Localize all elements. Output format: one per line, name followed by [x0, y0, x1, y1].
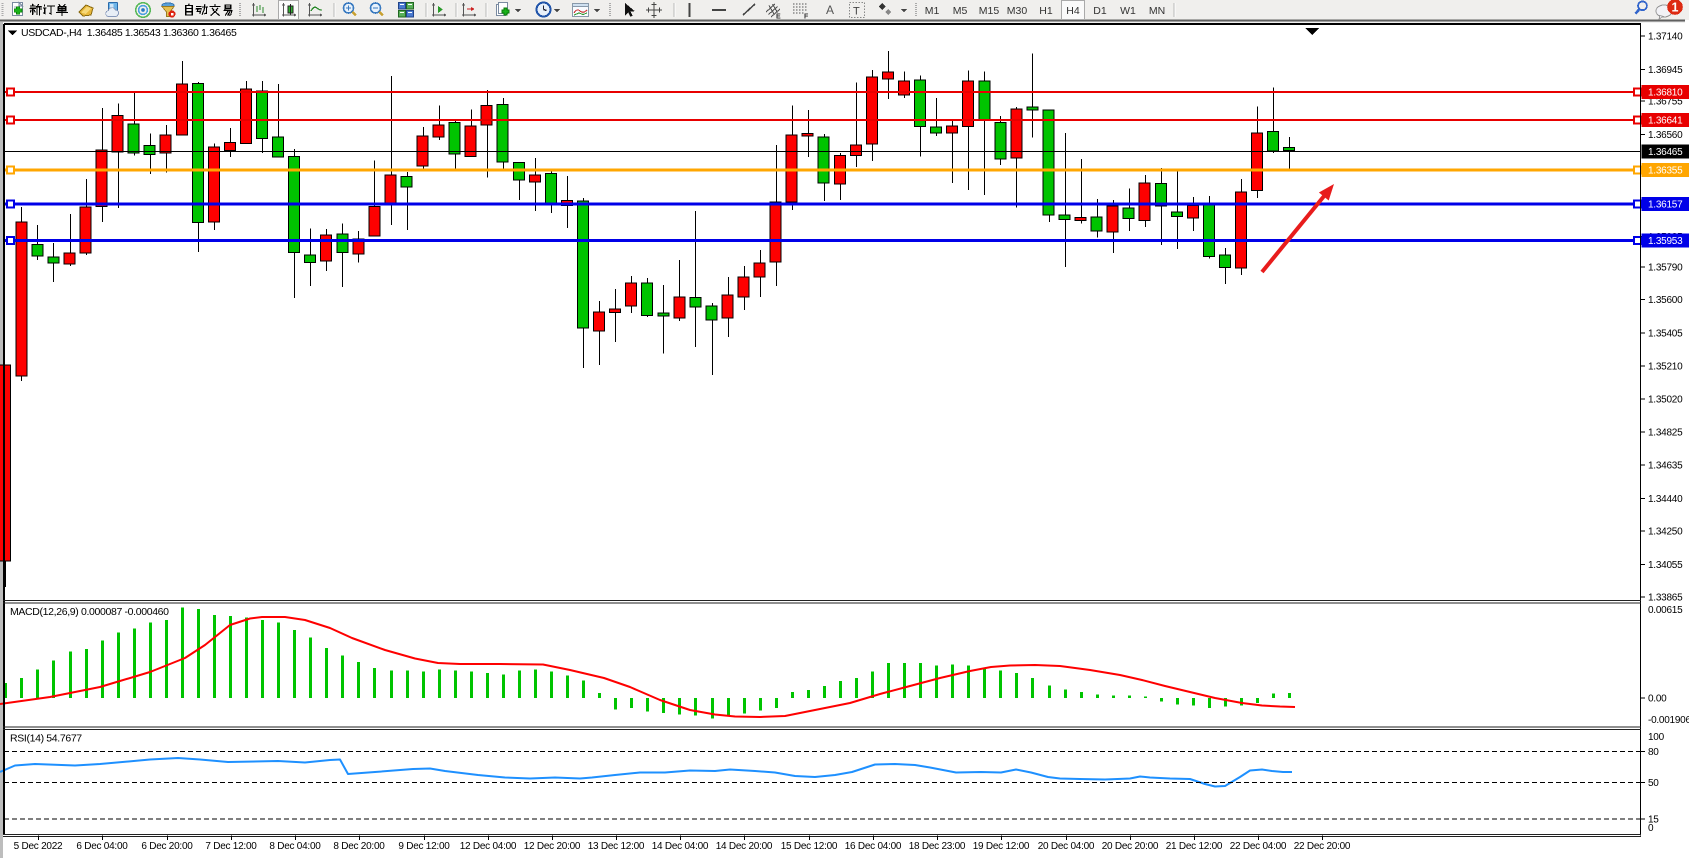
svg-text:1.34635: 1.34635 — [1648, 461, 1683, 472]
svg-text:1.36641: 1.36641 — [1648, 116, 1683, 127]
svg-text:M30: M30 — [1007, 5, 1028, 17]
svg-text:1.35953: 1.35953 — [1648, 236, 1683, 247]
svg-text:1.37140: 1.37140 — [1648, 32, 1683, 43]
svg-text:13 Dec 12:00: 13 Dec 12:00 — [588, 841, 645, 852]
svg-text:MACD(12,26,9) 0.000087 -0.0004: MACD(12,26,9) 0.000087 -0.000460 — [10, 606, 169, 618]
svg-text:E: E — [776, 14, 781, 21]
svg-text:1.36945: 1.36945 — [1648, 65, 1683, 76]
svg-text:M5: M5 — [953, 5, 968, 17]
svg-text:6 Dec 20:00: 6 Dec 20:00 — [141, 841, 193, 852]
svg-text:H4: H4 — [1066, 5, 1080, 17]
svg-text:T: T — [853, 6, 860, 18]
svg-text:0.00: 0.00 — [1648, 693, 1667, 704]
svg-text:50: 50 — [1648, 778, 1659, 789]
svg-text:15 Dec 12:00: 15 Dec 12:00 — [781, 841, 838, 852]
svg-text:8 Dec 04:00: 8 Dec 04:00 — [269, 841, 321, 852]
svg-text:USDCAD-,H4 1.36485 1.36543 1.: USDCAD-,H4 1.36485 1.36543 1.36360 1.364… — [21, 27, 237, 39]
svg-text:1.36355: 1.36355 — [1648, 166, 1683, 177]
svg-text:20 Dec 04:00: 20 Dec 04:00 — [1038, 841, 1095, 852]
svg-text:12 Dec 04:00: 12 Dec 04:00 — [460, 841, 517, 852]
svg-text:7 Dec 12:00: 7 Dec 12:00 — [205, 841, 257, 852]
svg-text:0.00615: 0.00615 — [1648, 605, 1683, 616]
svg-text:0: 0 — [1648, 823, 1654, 834]
svg-text:M15: M15 — [979, 5, 1000, 17]
svg-text:MN: MN — [1149, 5, 1165, 17]
svg-text:1.34440: 1.34440 — [1648, 494, 1683, 505]
svg-text:6 Dec 04:00: 6 Dec 04:00 — [76, 841, 128, 852]
svg-text:80: 80 — [1648, 747, 1659, 758]
svg-text:1.33865: 1.33865 — [1648, 593, 1683, 604]
svg-text:18 Dec 23:00: 18 Dec 23:00 — [909, 841, 966, 852]
svg-text:1.36157: 1.36157 — [1648, 200, 1683, 211]
svg-text:1.36810: 1.36810 — [1648, 88, 1683, 99]
svg-text:22 Dec 04:00: 22 Dec 04:00 — [1230, 841, 1287, 852]
svg-text:D1: D1 — [1093, 5, 1107, 17]
svg-text:-0.001906: -0.001906 — [1648, 715, 1689, 726]
svg-text:1.34250: 1.34250 — [1648, 527, 1683, 538]
svg-text:12 Dec 20:00: 12 Dec 20:00 — [524, 841, 581, 852]
svg-text:16 Dec 04:00: 16 Dec 04:00 — [845, 841, 902, 852]
svg-text:H1: H1 — [1039, 5, 1053, 17]
svg-text:M1: M1 — [925, 5, 940, 17]
svg-text:1.35405: 1.35405 — [1648, 329, 1683, 340]
svg-text:9 Dec 12:00: 9 Dec 12:00 — [398, 841, 450, 852]
svg-text:14 Dec 04:00: 14 Dec 04:00 — [652, 841, 709, 852]
svg-text:1.35020: 1.35020 — [1648, 395, 1683, 406]
svg-text:21 Dec 12:00: 21 Dec 12:00 — [1166, 841, 1223, 852]
svg-text:20 Dec 20:00: 20 Dec 20:00 — [1102, 841, 1159, 852]
svg-text:8 Dec 20:00: 8 Dec 20:00 — [333, 841, 385, 852]
svg-text:14 Dec 20:00: 14 Dec 20:00 — [716, 841, 773, 852]
svg-text:1: 1 — [1672, 1, 1679, 15]
svg-text:100: 100 — [1648, 732, 1665, 743]
svg-text:A: A — [826, 3, 834, 17]
svg-text:1.36560: 1.36560 — [1648, 130, 1683, 141]
svg-text:1.35210: 1.35210 — [1648, 362, 1683, 373]
svg-text:22 Dec 20:00: 22 Dec 20:00 — [1294, 841, 1351, 852]
svg-text:1.35600: 1.35600 — [1648, 295, 1683, 306]
svg-text:W1: W1 — [1120, 5, 1136, 17]
svg-text:1.36465: 1.36465 — [1648, 147, 1683, 158]
svg-text:5 Dec 2022: 5 Dec 2022 — [14, 841, 63, 852]
svg-text:1.34825: 1.34825 — [1648, 428, 1683, 439]
svg-text:F: F — [804, 14, 809, 21]
svg-text:RSI(14) 54.7677: RSI(14) 54.7677 — [10, 733, 82, 745]
svg-text:1.34055: 1.34055 — [1648, 560, 1683, 571]
svg-text:1.35790: 1.35790 — [1648, 263, 1683, 274]
svg-text:19 Dec 12:00: 19 Dec 12:00 — [973, 841, 1030, 852]
